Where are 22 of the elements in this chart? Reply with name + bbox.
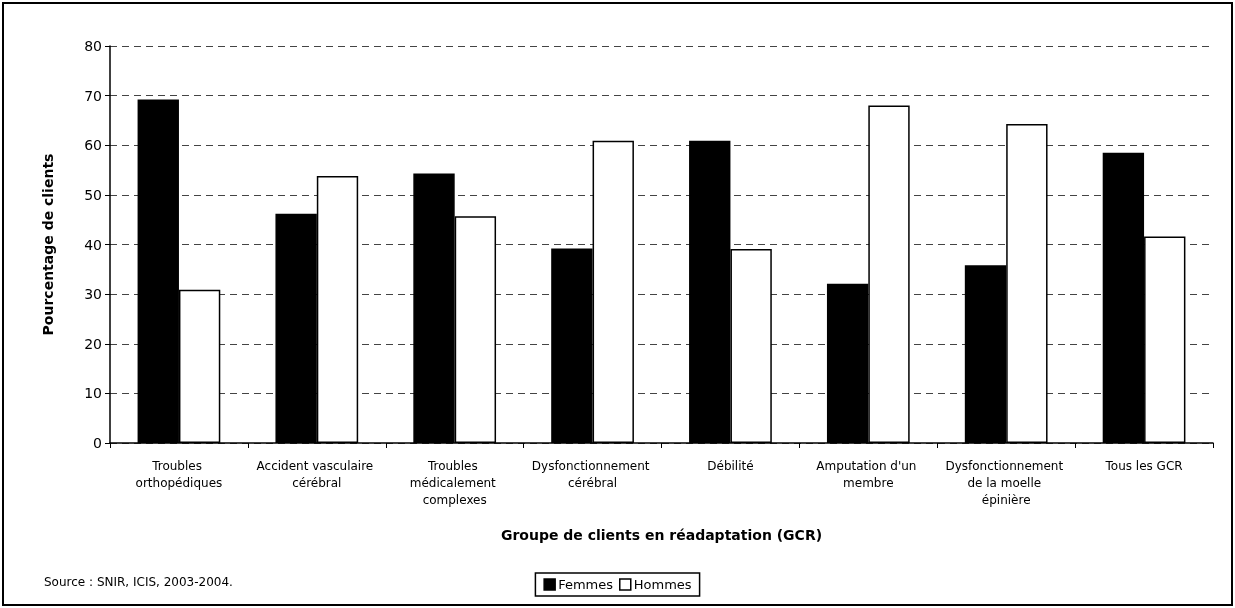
y-tick-label: 40 [84,236,102,253]
legend-label: Femmes [558,577,614,592]
y-tick-label: 70 [84,87,102,104]
y-tick-label: 30 [84,286,102,303]
y-tick-label: 80 [84,38,102,54]
y-tick-label: 20 [84,335,102,352]
x-axis-title: Groupe de clients en réadaptation (GCR) [500,527,823,543]
y-tick-label: 10 [84,385,102,402]
y-tick-label: 60 [84,137,102,154]
x-tick-label: Dysfonctionnement cérébral [531,458,654,490]
legend-label: Hommes [633,577,692,592]
y-tick-label: 0 [93,435,102,451]
x-tick-label: Tous les GCR [1104,458,1183,473]
x-tick-label: Accident vasculaire cérébral [256,458,378,490]
x-tick-label: Amputation d'un membre [816,458,921,490]
x-tick-label: Troubles médicalement complexes [409,458,500,507]
x-tick-label: Troubles orthopédiques [135,458,223,490]
y-axis-title: Pourcentage de clients [40,153,56,336]
source-note: Source : SNIR, ICIS, 2003-2004. [44,575,233,589]
x-tick-label: Débilité [707,458,754,473]
y-tick-label: 50 [84,186,102,203]
x-tick-label: Dysfonctionnement de la moelle épinière [945,458,1067,507]
